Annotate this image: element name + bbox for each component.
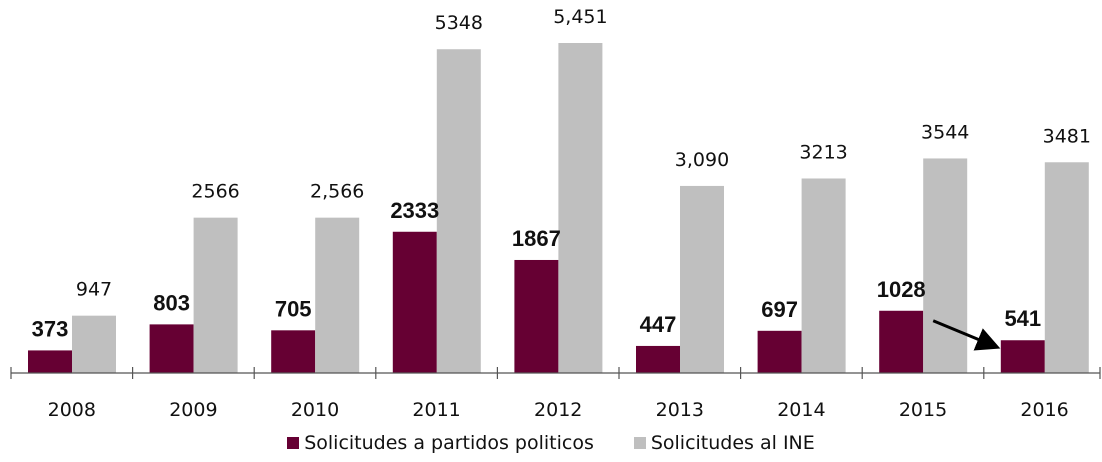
data-label-partidos-2016: 541 [1004,306,1041,331]
tick-label-2009: 2009 [169,399,217,421]
tick-label-2010: 2010 [291,399,339,421]
annotations-layer [932,319,1001,351]
legend-swatch-ine [633,437,646,449]
data-label-partidos-2010: 705 [275,296,312,321]
bar-partidos-2008 [28,350,72,373]
tick-label-2012: 2012 [534,399,582,421]
data-label-partidos-2011: 2333 [390,198,439,223]
bar-ine-2014 [801,178,846,373]
bar-partidos-2009 [149,324,194,373]
bar-ine-2009 [193,217,238,373]
data-label-partidos-2008: 373 [32,316,69,341]
legend-label-ine: Solicitudes al INE [650,432,815,454]
legend: Solicitudes a partidos politicos Solicit… [0,432,1102,454]
legend-swatch-partidos [287,437,300,449]
data-label-partidos-2013: 447 [640,312,677,337]
bar-partidos-2016 [1000,340,1045,373]
data-labels-layer: 373 947 803 2566 705 2,566 2333 5348 1867 5,451 44… [32,6,1091,341]
data-label-partidos-2009: 803 [153,290,190,315]
bar-ine-2008 [72,315,116,373]
tick-label-2015: 2015 [899,399,947,421]
tick-label-2011: 2011 [412,399,460,421]
data-label-ine-2016: 3481 [1043,125,1091,147]
data-label-ine-2008: 947 [76,279,112,301]
bar-ine-2011 [436,49,481,373]
bar-partidos-2015 [879,310,924,373]
data-label-ine-2011: 5348 [435,12,483,34]
tick-label-2013: 2013 [656,399,704,421]
data-label-ine-2009: 2566 [191,181,239,203]
bar-ine-2015 [923,158,968,373]
x-axis: 2008 2009 2010 2011 2012 2013 2014 2015 2016 [10,367,1101,421]
data-label-partidos-2012: 1867 [512,226,561,251]
bar-ine-2013 [680,185,724,373]
data-label-ine-2013: 3,090 [675,149,729,171]
bar-partidos-2014 [757,330,802,373]
legend-item-partidos: Solicitudes a partidos politicos [287,432,594,454]
bars-layer [28,43,1089,373]
legend-label-partidos: Solicitudes a partidos politicos [304,432,594,454]
tick-label-2014: 2014 [777,399,825,421]
bar-partidos-2012 [514,259,559,373]
bar-ine-2010 [315,217,360,373]
data-label-ine-2014: 3213 [799,141,847,163]
legend-item-ine: Solicitudes al INE [633,432,815,454]
tick-label-2008: 2008 [48,399,96,421]
data-label-ine-2012: 5,451 [553,6,607,28]
tick-label-2016: 2016 [1020,399,1068,421]
annotation-arrow [932,319,1001,351]
data-label-partidos-2015: 1028 [877,277,926,302]
bar-partidos-2013 [636,345,680,373]
data-label-ine-2010: 2,566 [310,181,364,203]
bar-chart: 2008 2009 2010 2011 2012 2013 2014 2015 2016 373… [10,6,1101,421]
data-label-ine-2015: 3544 [921,121,969,143]
bar-ine-2012 [558,43,603,373]
data-label-partidos-2014: 697 [761,297,798,322]
bar-partidos-2010 [271,330,316,373]
bar-ine-2016 [1044,162,1089,373]
bar-partidos-2011 [392,231,437,373]
